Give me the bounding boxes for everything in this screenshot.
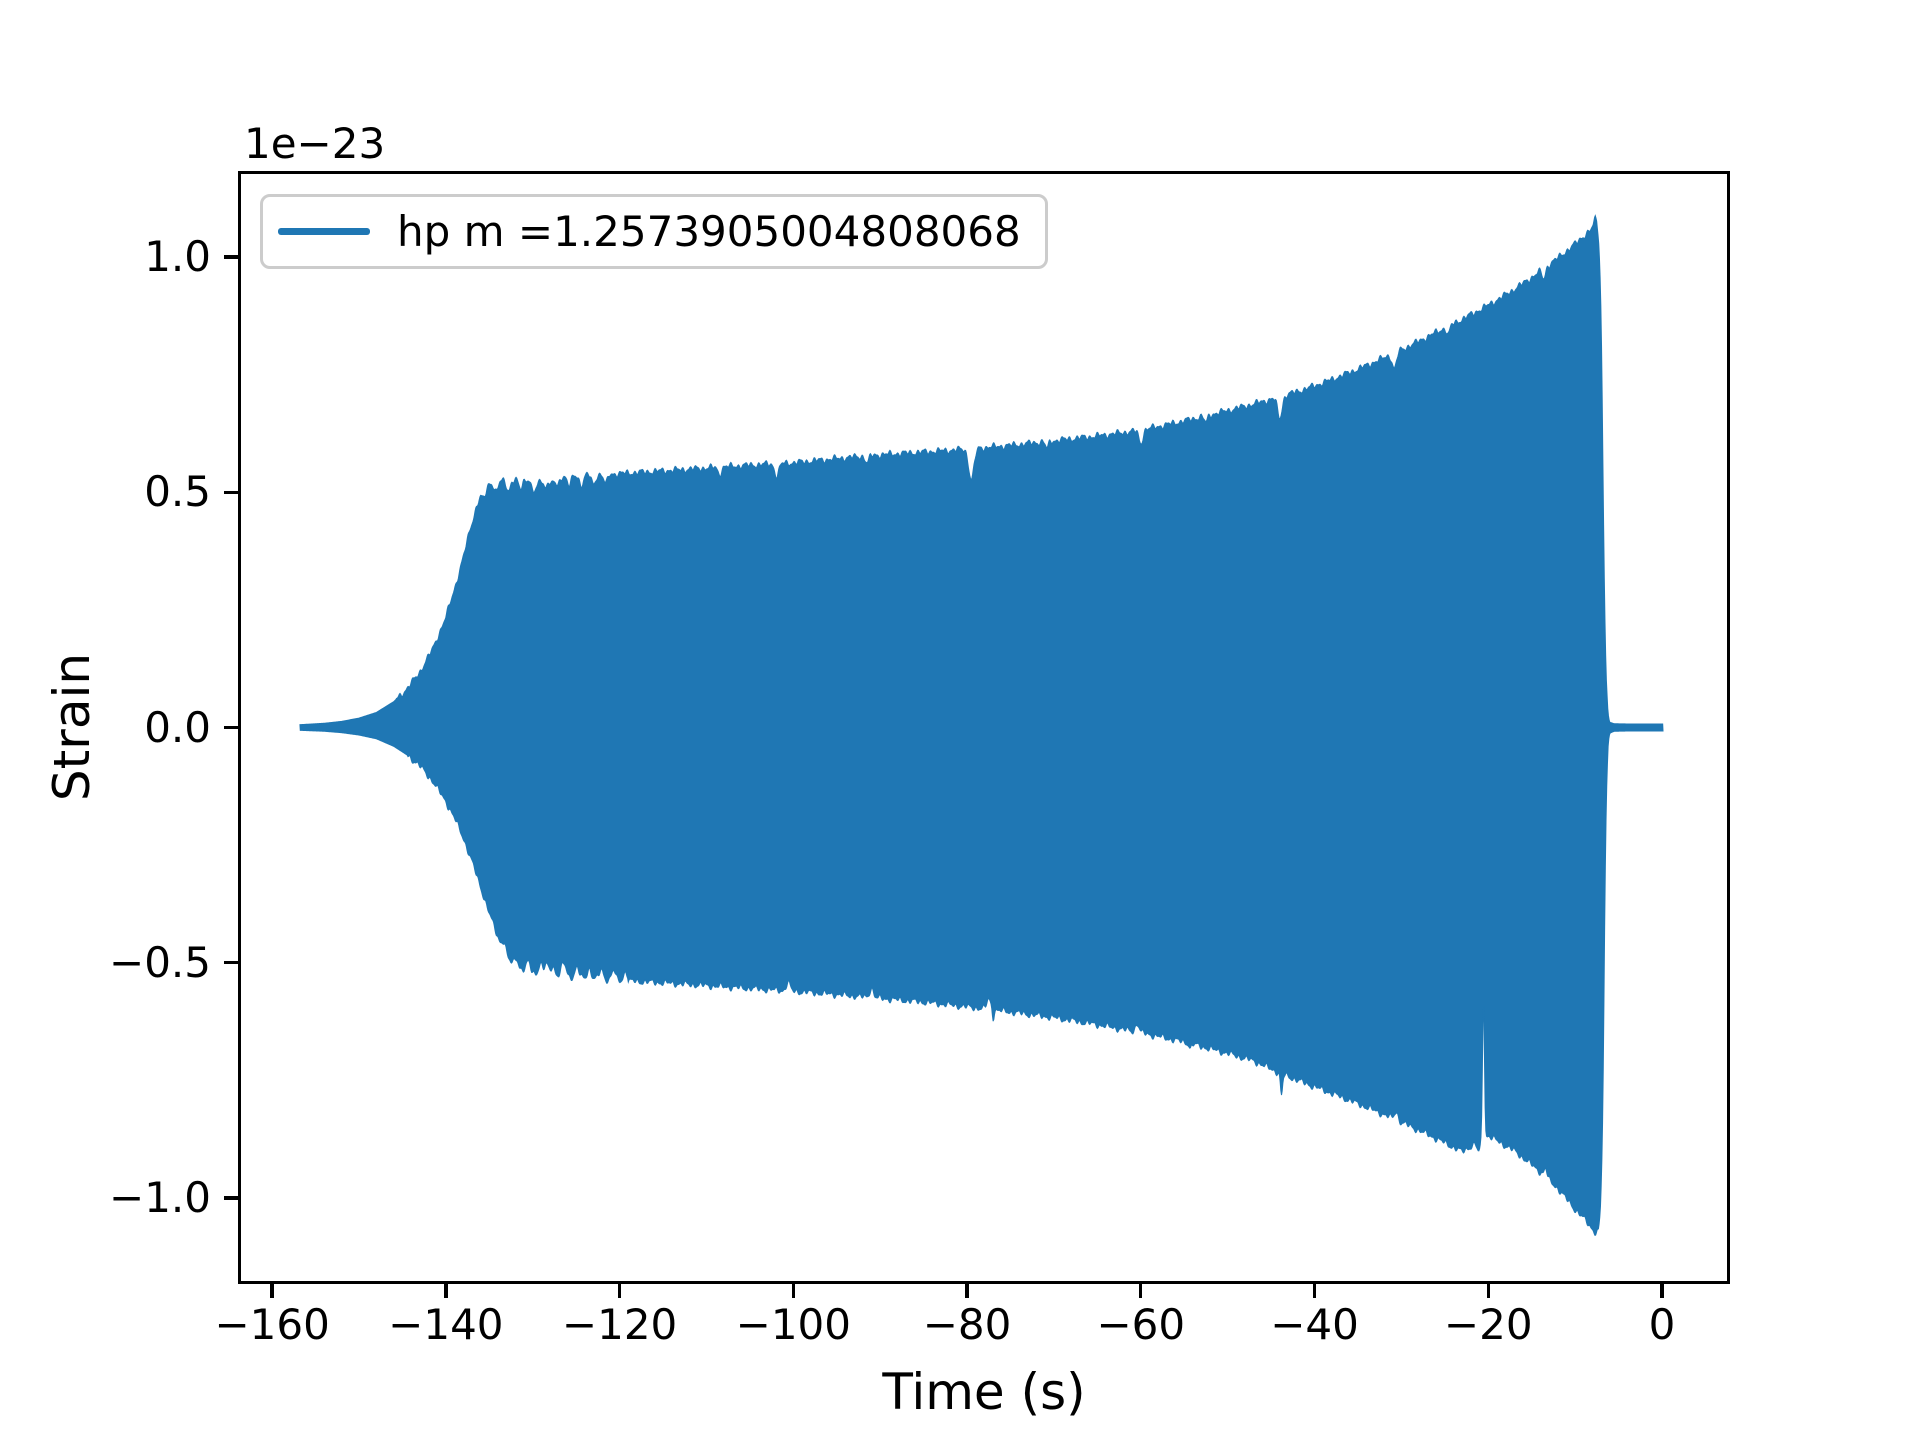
x-tick-mark: [270, 1283, 274, 1298]
axes-frame: [238, 171, 1730, 1284]
x-tick-label: −80: [922, 1300, 1012, 1349]
x-tick-mark: [1660, 1283, 1664, 1298]
waveform-fill: [299, 214, 1664, 1236]
x-tick-mark: [444, 1283, 448, 1298]
y-tick-label: 1.0: [144, 232, 211, 282]
y-tick-label: −1.0: [109, 1172, 211, 1222]
x-tick-mark: [1486, 1283, 1490, 1298]
y-tick-mark: [224, 1196, 239, 1200]
x-tick-label: −140: [388, 1300, 504, 1349]
x-tick-mark: [965, 1283, 969, 1298]
legend-box: hp m =1.2573905004808068: [260, 194, 1048, 269]
y-tick-label: 0.0: [144, 702, 211, 752]
x-tick-label: −40: [1270, 1300, 1359, 1349]
x-tick-label: −60: [1096, 1300, 1186, 1349]
y-tick-mark: [224, 255, 239, 259]
x-tick-label: −20: [1443, 1300, 1533, 1349]
y-axis-offset-text: 1e−23: [244, 119, 386, 168]
legend-label: hp m =1.2573905004808068: [397, 207, 1021, 256]
x-tick-label: −100: [735, 1300, 851, 1349]
legend-line-sample: [278, 228, 370, 235]
y-tick-mark: [224, 725, 239, 730]
y-tick-mark: [224, 961, 239, 965]
y-tick-label: −0.5: [109, 937, 211, 987]
x-tick-mark: [617, 1283, 622, 1298]
x-tick-label: −160: [214, 1300, 330, 1349]
waveform-svg: [299, 214, 1664, 1236]
x-tick-mark: [791, 1283, 795, 1298]
x-tick-mark: [1139, 1283, 1143, 1298]
y-tick-mark: [224, 490, 239, 494]
y-tick-label: 0.5: [144, 467, 211, 517]
x-tick-label: −120: [561, 1300, 678, 1349]
x-tick-mark: [1312, 1283, 1317, 1298]
x-tick-label: 0: [1648, 1300, 1676, 1349]
x-axis-label: Time (s): [882, 1363, 1086, 1421]
